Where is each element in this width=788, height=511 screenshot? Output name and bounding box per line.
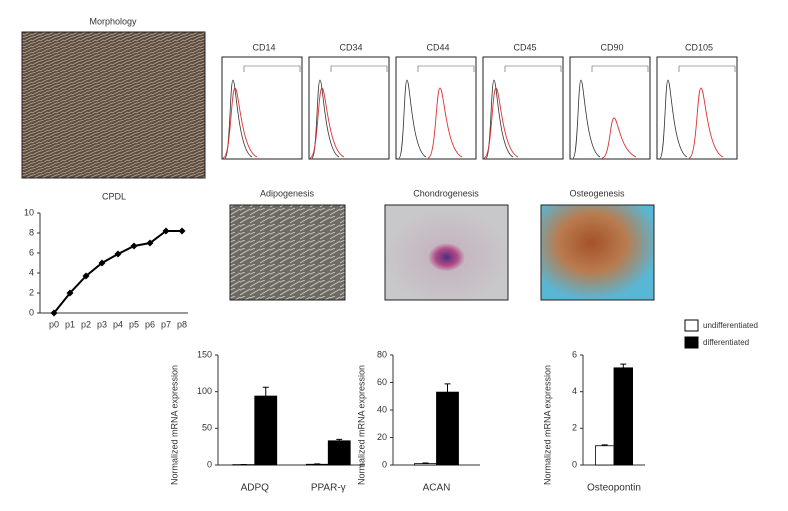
y-tick-label: 6 [572, 349, 577, 359]
x-tick-label: p8 [177, 319, 187, 329]
y-tick-label: 2 [29, 287, 34, 297]
point [98, 259, 106, 267]
line [53, 230, 182, 314]
histogram-panel [569, 56, 651, 160]
histogram-panel [308, 56, 390, 160]
marker-curve [222, 87, 258, 159]
y-tick-label: 4 [572, 386, 577, 396]
image-title: Osteogenesis [569, 188, 625, 198]
marker-curve [688, 87, 724, 159]
x-tick-label: p6 [145, 319, 155, 329]
x-tick-label: p4 [113, 319, 123, 329]
x-tick-label: ADPQ [241, 483, 270, 494]
error-bar [444, 383, 451, 393]
y-axis-label: Normalized mRNA expression [356, 365, 366, 485]
image-title: Morphology [89, 16, 137, 26]
control-curve [659, 79, 688, 159]
control-curve [572, 79, 601, 159]
point [66, 289, 74, 297]
histogram-panel [395, 56, 477, 160]
y-axis-label: Normalized mRNA expression [169, 365, 179, 485]
panel-title: CD44 [426, 42, 449, 52]
image-title: Chondrogenesis [413, 188, 479, 198]
legend-label: undifferentiated [703, 321, 758, 330]
y-tick-label: 0 [572, 459, 577, 469]
y-axis-label: Normalized mRNA expression [542, 365, 552, 485]
osteogenesis-image [540, 204, 655, 301]
morphology-image [21, 31, 206, 179]
panel-title: CD45 [513, 42, 536, 52]
x-tick-label: Osteopontin [587, 483, 641, 494]
error-bar [601, 444, 608, 446]
y-tick-label: 0 [382, 459, 387, 469]
point [50, 309, 58, 317]
marker-curve [309, 87, 345, 159]
point [146, 239, 154, 247]
histogram-panel [656, 56, 738, 160]
y-tick-label: 2 [572, 423, 577, 433]
y-tick-label: 20 [377, 432, 387, 442]
y-tick-label: 10 [24, 207, 34, 217]
x-tick-label: p2 [81, 319, 91, 329]
bar [254, 395, 278, 466]
bar [327, 440, 351, 466]
adipogenesis-image [229, 204, 346, 301]
y-tick-label: 150 [197, 349, 212, 359]
y-tick-label: 8 [29, 227, 34, 237]
error-bar [620, 363, 627, 368]
y-tick-label: 0 [29, 307, 34, 317]
x-tick-label: p5 [129, 319, 139, 329]
x-tick-label: p0 [49, 319, 59, 329]
point [178, 227, 186, 235]
gate [243, 65, 301, 72]
gate [504, 65, 562, 72]
marker-curve [427, 87, 463, 159]
y-tick-label: 6 [29, 247, 34, 257]
flow-panels: CD14 CD34 CD44 CD45 CD90 CD105 [221, 42, 738, 160]
y-tick-label: 100 [197, 386, 212, 396]
panel-title: CD34 [339, 42, 362, 52]
bar [595, 445, 615, 466]
error-bar [422, 462, 429, 464]
gate [417, 65, 475, 72]
x-tick-label: p7 [161, 319, 171, 329]
panel-title: CD105 [685, 42, 713, 52]
panel-title: CD14 [252, 42, 275, 52]
legend-swatch [684, 319, 699, 332]
control-curve [398, 79, 427, 159]
bar [414, 463, 437, 466]
bar [436, 391, 459, 466]
y-tick-label: 80 [377, 349, 387, 359]
marker-curve [483, 87, 519, 159]
y-tick-label: 40 [377, 404, 387, 414]
point [130, 242, 138, 250]
error-bar [336, 438, 343, 441]
legend-swatch [684, 336, 699, 349]
bar [613, 367, 634, 466]
histogram-panel [221, 56, 303, 160]
chart-title: CPDL [102, 191, 126, 201]
gate [330, 65, 388, 72]
x-tick-label: p1 [65, 319, 75, 329]
gate [591, 65, 649, 72]
error-bar [262, 386, 269, 397]
point [162, 227, 170, 235]
histogram-panel [482, 56, 564, 160]
point [114, 250, 122, 258]
y-tick-label: 60 [377, 377, 387, 387]
chondrogenesis-image [384, 204, 509, 301]
x-tick-label: ACAN [423, 483, 451, 494]
panel-title: CD90 [600, 42, 623, 52]
y-tick-label: 50 [202, 423, 212, 433]
y-tick-label: 0 [207, 459, 212, 469]
y-tick-label: 4 [29, 267, 34, 277]
x-tick-label: PPAR-γ [311, 483, 346, 494]
point [82, 272, 90, 280]
legend-label: differentiated [703, 338, 749, 347]
gate [678, 65, 736, 72]
marker-curve [601, 117, 637, 159]
x-tick-label: p3 [97, 319, 107, 329]
image-title: Adipogenesis [260, 188, 315, 198]
